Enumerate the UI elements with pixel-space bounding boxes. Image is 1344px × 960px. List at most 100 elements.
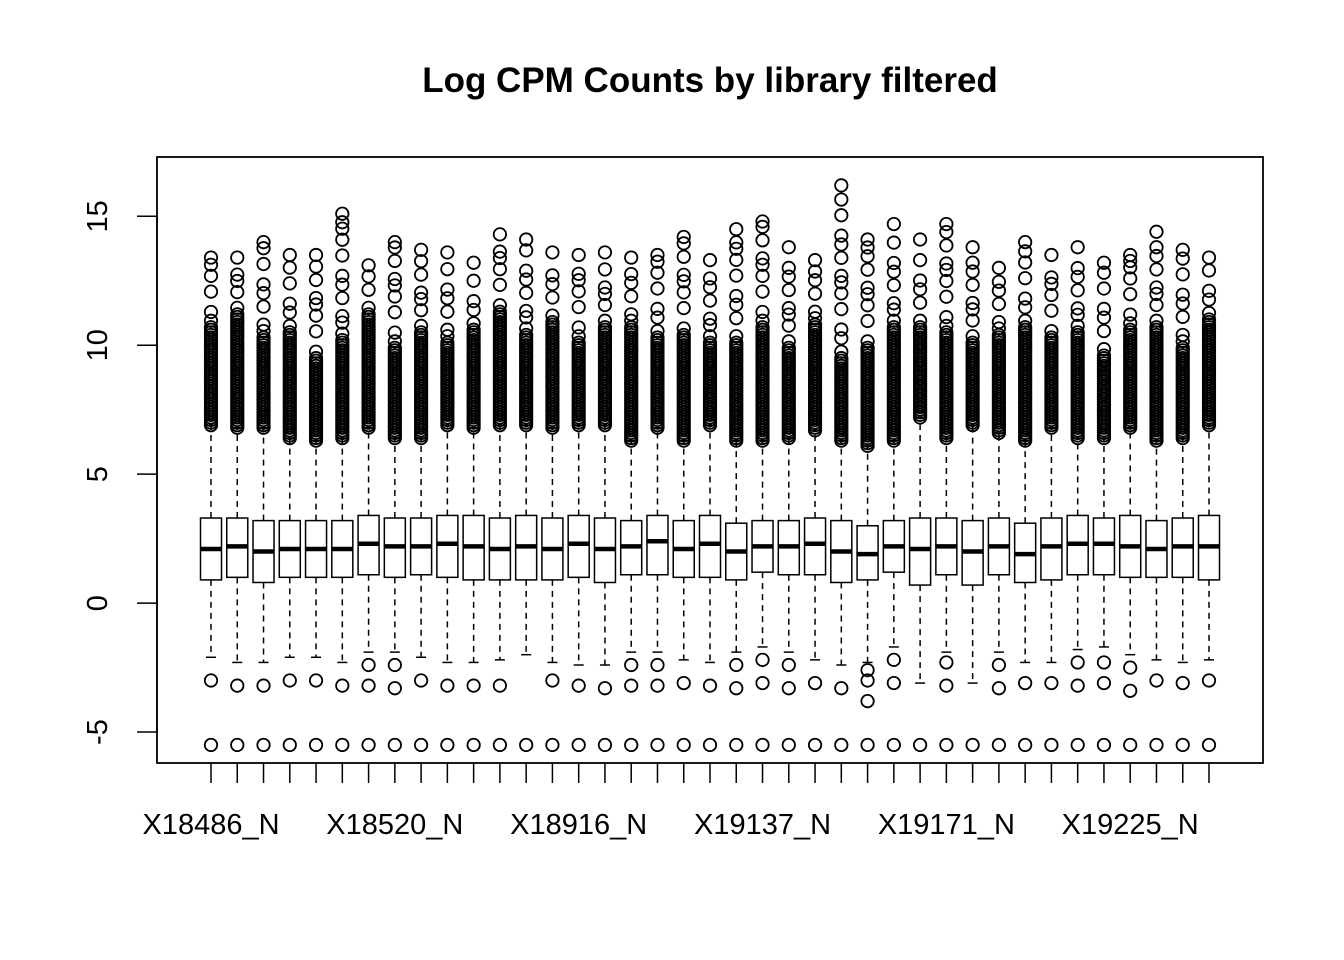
box-group-36 (1118, 247, 1142, 753)
outlier-point (335, 315, 350, 330)
outlier-point (965, 255, 980, 270)
outlier-point (571, 678, 586, 693)
outlier-point (1096, 342, 1112, 357)
iqr-box (908, 517, 932, 586)
outlier-point (676, 229, 691, 245)
outlier-point (860, 313, 875, 329)
outlier-point (834, 268, 849, 283)
outlier-point (597, 245, 613, 260)
outlier-point (1018, 737, 1033, 753)
x-tick-label: X19171_N (878, 809, 1015, 841)
outlier-point (1149, 297, 1164, 313)
outlier-point (913, 295, 928, 310)
outlier-point (939, 655, 954, 670)
outlier-point (702, 678, 718, 693)
outlier-point (308, 272, 324, 288)
outlier-point (702, 311, 718, 326)
outlier-point (1123, 271, 1138, 286)
outlier-point (203, 320, 219, 335)
outlier-point (834, 322, 849, 337)
outlier-point (308, 737, 324, 753)
outlier-point (807, 675, 823, 691)
outlier-point (203, 313, 219, 328)
outlier-point (308, 259, 324, 274)
outlier-point (755, 251, 770, 266)
outlier-point (335, 221, 350, 236)
outlier-point (807, 253, 823, 268)
outlier-point (702, 293, 718, 308)
outlier-point (1070, 737, 1085, 753)
outlier-point (1070, 240, 1085, 255)
outlier-point (282, 260, 297, 275)
box-group-21 (725, 222, 748, 753)
outlier-point (834, 237, 849, 252)
outlier-point (387, 737, 402, 753)
outlier-point (1201, 263, 1217, 278)
outlier-point (466, 322, 481, 337)
outlier-point (545, 737, 560, 753)
outlier-point (203, 250, 219, 265)
outlier-point (807, 737, 823, 753)
outlier-point (308, 308, 324, 323)
outlier-point (571, 273, 586, 288)
outlier-point (387, 253, 402, 269)
outlier-point (414, 267, 429, 282)
outlier-point (571, 266, 586, 281)
x-tick-label: X18486_N (142, 809, 279, 841)
outlier-point (1044, 287, 1059, 303)
outlier-point (965, 335, 980, 350)
outlier-point (755, 737, 770, 753)
outlier-point (939, 325, 954, 340)
outlier-point (676, 267, 691, 282)
outlier-point (965, 277, 980, 293)
outlier-point (755, 219, 770, 234)
outlier-point (1070, 283, 1085, 298)
outlier-point (755, 257, 770, 272)
outlier-point (1149, 673, 1164, 688)
outlier-point (203, 737, 219, 753)
outlier-point (1018, 271, 1033, 286)
outlier-point (729, 288, 744, 304)
outlier-point (676, 236, 691, 251)
outlier-point (230, 267, 245, 282)
box-group-10 (436, 245, 459, 753)
outlier-point (282, 737, 297, 753)
outlier-point (1123, 660, 1138, 675)
outlier-point (256, 317, 271, 332)
outlier-point (545, 245, 560, 260)
box-group-13 (514, 232, 538, 753)
outlier-point (1175, 242, 1190, 257)
outlier-point (1018, 300, 1033, 315)
box-group-15 (567, 247, 590, 753)
outlier-point (781, 681, 796, 696)
outlier-point (1123, 307, 1138, 322)
outlier-point (308, 247, 324, 263)
outlier-point (387, 657, 402, 673)
outlier-point (440, 304, 455, 319)
outlier-point (466, 255, 481, 270)
outlier-point (282, 673, 297, 688)
outlier-point (308, 324, 324, 339)
outlier-point (650, 323, 665, 339)
outlier-point (1201, 250, 1217, 265)
outlier-point (571, 329, 586, 344)
outlier-point (282, 305, 297, 320)
box-group-33 (1040, 247, 1063, 753)
outlier-point (597, 297, 613, 313)
outlier-point (939, 318, 954, 334)
outlier-point (1123, 322, 1138, 337)
iqr-box (803, 517, 827, 576)
outlier-point (834, 275, 849, 290)
outlier-point (1123, 287, 1138, 302)
outlier-point (571, 320, 586, 335)
outlier-point (414, 318, 429, 334)
outlier-point (807, 264, 823, 279)
outlier-point (1096, 281, 1112, 296)
outlier-point (1123, 253, 1138, 269)
outlier-point (807, 273, 823, 288)
outlier-point (1175, 334, 1190, 349)
outlier-point (886, 737, 901, 753)
outlier-point (886, 235, 901, 250)
outlier-point (440, 282, 455, 297)
chart-title: Log CPM Counts by library filtered (422, 61, 998, 100)
